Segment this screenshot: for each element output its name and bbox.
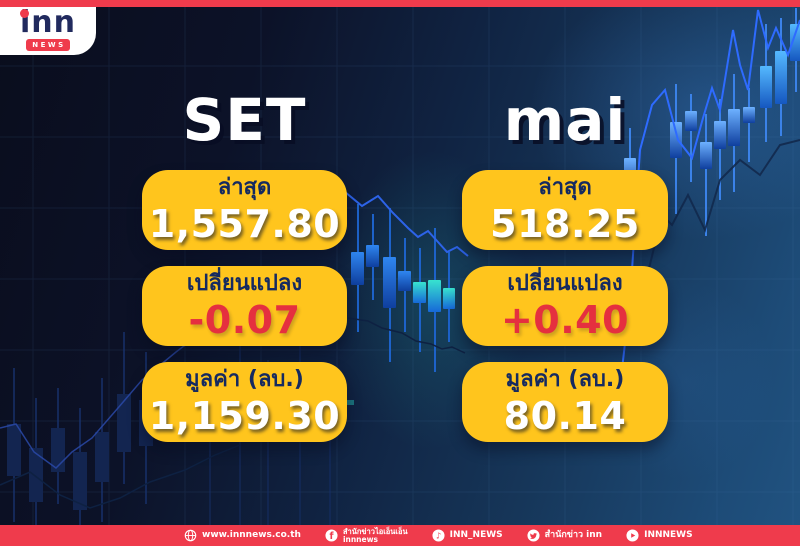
mai-value-value: 80.14 — [503, 393, 627, 438]
footer-facebook[interactable]: f สำนักข่าวไอเอ็นเอ็น innnews — [325, 526, 408, 544]
footer-bar: www.innnews.co.th f สำนักข่าวไอเอ็นเอ็น i… — [0, 525, 800, 546]
svg-text:f: f — [329, 531, 334, 542]
middle-dark-line — [347, 317, 466, 354]
twitter-label: สำนักข่าว inn — [544, 530, 603, 540]
tiktok-icon: ♪ — [432, 529, 445, 542]
mai-value-box: มูลค่า (ลบ.) 80.14 — [462, 362, 668, 442]
set-change-label: เปลี่ยนแปลง — [186, 270, 303, 296]
set-latest-label: ล่าสุด — [217, 174, 272, 200]
logo-news-badge: NEWS — [26, 39, 70, 51]
tiktok-label: INN_NEWS — [449, 530, 503, 540]
set-column: ล่าสุด 1,557.80 เปลี่ยนแปลง -0.07 มูลค่า… — [142, 170, 347, 458]
set-value-box: มูลค่า (ลบ.) 1,159.30 — [142, 362, 347, 442]
middle-blue-line — [344, 191, 469, 257]
footer-twitter[interactable]: สำนักข่าว inn — [527, 529, 602, 542]
mai-change-value: +0.40 — [500, 297, 630, 342]
twitter-icon — [527, 529, 540, 542]
top-accent-strip — [0, 0, 800, 7]
mai-column: ล่าสุด 518.25 เปลี่ยนแปลง +0.40 มูลค่า (… — [462, 170, 668, 458]
footer-website[interactable]: www.innnews.co.th — [184, 529, 301, 542]
footer-tiktok[interactable]: ♪ INN_NEWS — [432, 529, 503, 542]
website-label: www.innnews.co.th — [202, 530, 301, 540]
inn-news-logo: inn NEWS — [0, 7, 96, 55]
mai-latest-value: 518.25 — [490, 201, 640, 246]
left-dark-line — [0, 444, 241, 509]
mai-change-label: เปลี่ยนแปลง — [507, 270, 623, 296]
globe-icon — [184, 529, 197, 542]
mai-change-box: เปลี่ยนแปลง +0.40 — [462, 266, 668, 346]
set-value-value: 1,159.30 — [148, 393, 341, 438]
youtube-label: INNNEWS — [644, 530, 693, 540]
logo-wordmark: inn — [20, 5, 76, 40]
right-rising-line — [614, 9, 800, 431]
set-change-box: เปลี่ยนแปลง -0.07 — [142, 266, 347, 346]
facebook-label: สำนักข่าวไอเอ็นเอ็น innnews — [342, 526, 408, 544]
youtube-icon — [626, 529, 639, 542]
mai-latest-label: ล่าสุด — [538, 174, 592, 200]
set-latest-box: ล่าสุด 1,557.80 — [142, 170, 347, 250]
middle-candles — [351, 204, 455, 372]
set-change-value: -0.07 — [188, 297, 301, 342]
set-title: SET — [182, 86, 307, 154]
mai-title: mai — [503, 86, 627, 154]
footer-youtube[interactable]: INNNEWS — [626, 529, 693, 542]
svg-text:♪: ♪ — [435, 531, 440, 541]
mai-value-label: มูลค่า (ลบ.) — [505, 366, 625, 392]
facebook-icon: f — [325, 529, 338, 542]
set-value-label: มูลค่า (ลบ.) — [185, 366, 304, 392]
set-latest-value: 1,557.80 — [148, 201, 341, 246]
mai-latest-box: ล่าสุด 518.25 — [462, 170, 668, 250]
